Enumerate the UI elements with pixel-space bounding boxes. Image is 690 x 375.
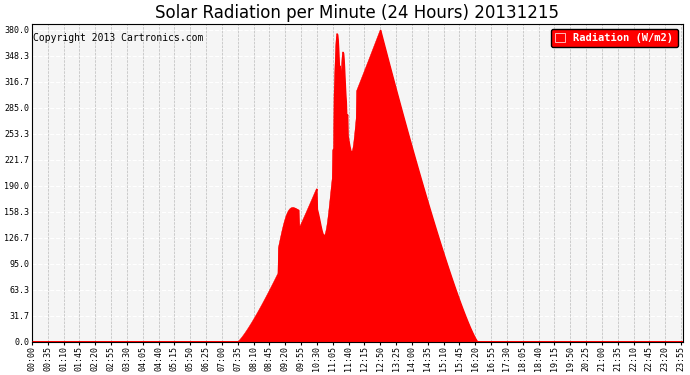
Text: Copyright 2013 Cartronics.com: Copyright 2013 Cartronics.com bbox=[33, 33, 204, 43]
Title: Solar Radiation per Minute (24 Hours) 20131215: Solar Radiation per Minute (24 Hours) 20… bbox=[155, 4, 560, 22]
Legend: Radiation (W/m2): Radiation (W/m2) bbox=[551, 29, 678, 47]
